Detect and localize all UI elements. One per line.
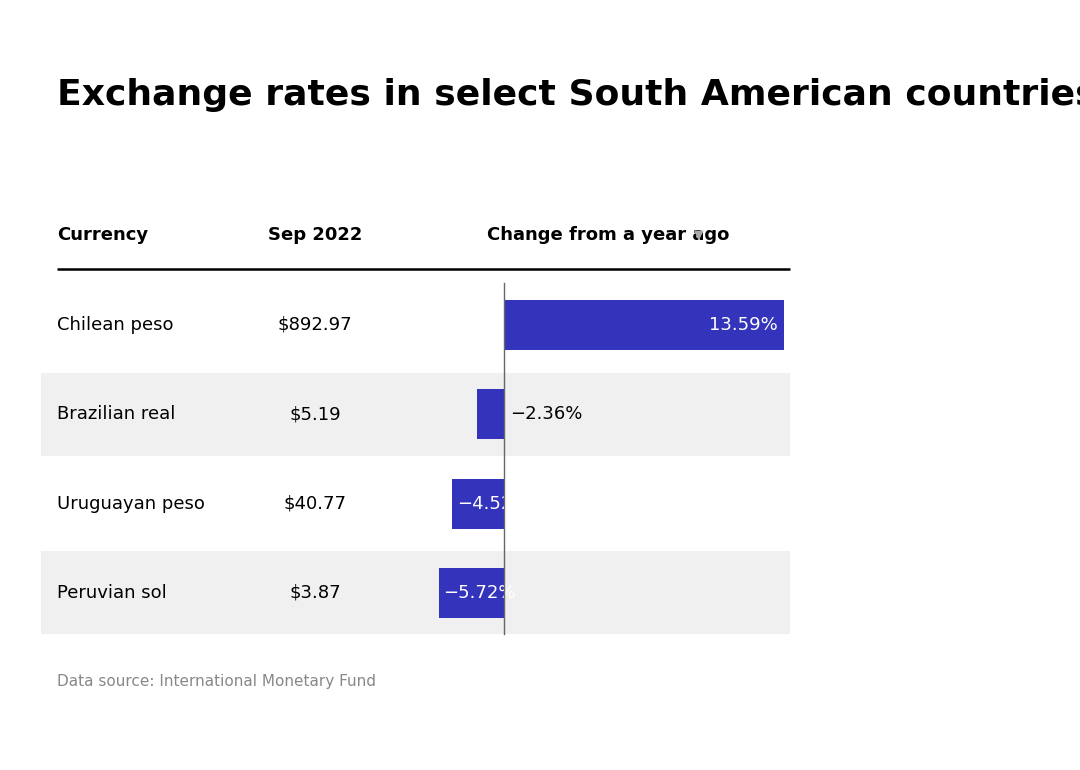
Text: Chilean peso: Chilean peso [57,316,174,334]
Text: $5.19: $5.19 [289,405,341,424]
Bar [41,283,791,367]
Text: Currency: Currency [57,226,148,244]
Text: Peruvian sol: Peruvian sol [57,584,167,602]
Bar [453,479,503,528]
Bar [476,390,503,439]
Text: −4.52%: −4.52% [457,494,529,513]
Bar [438,568,503,618]
Bar [503,300,784,350]
Text: Exchange rates in select South American countries: Exchange rates in select South American … [57,78,1080,112]
Text: ▼: ▼ [693,229,703,241]
Text: −5.72%: −5.72% [444,584,516,602]
Text: Brazilian real: Brazilian real [57,405,176,424]
Text: Data source: International Monetary Fund: Data source: International Monetary Fund [57,674,376,689]
Text: Change from a year ago: Change from a year ago [487,226,730,244]
Text: Sep 2022: Sep 2022 [268,226,363,244]
Text: 13.59%: 13.59% [708,316,778,334]
Text: $40.77: $40.77 [284,494,347,513]
Bar [41,373,791,456]
Bar [41,462,791,545]
Text: Uruguayan peso: Uruguayan peso [57,494,205,513]
Text: −2.36%: −2.36% [510,405,582,424]
Text: $3.87: $3.87 [289,584,341,602]
Text: $892.97: $892.97 [278,316,352,334]
Bar [41,551,791,634]
